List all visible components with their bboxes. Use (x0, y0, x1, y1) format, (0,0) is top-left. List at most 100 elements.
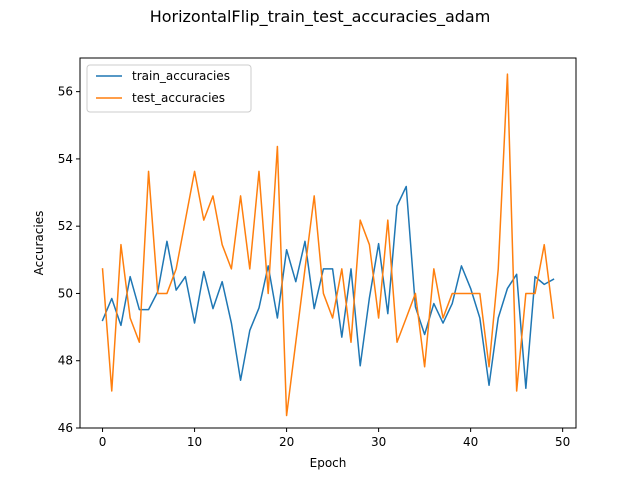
train-accuracies-point (461, 265, 463, 267)
train-accuracies-point (488, 384, 490, 386)
train-accuracies-point (148, 309, 150, 311)
train-accuracies-point (212, 308, 214, 310)
train-accuracies-point (102, 320, 104, 322)
test-accuracies-point (139, 341, 141, 343)
test-accuracies-point (359, 219, 361, 221)
train-accuracies-point (378, 243, 380, 245)
test-accuracies-point (185, 219, 187, 221)
y-tick-label: 46 (58, 421, 73, 435)
train-accuracies-point (479, 317, 481, 319)
test-accuracies-point (221, 244, 223, 246)
test-accuracies-point (111, 390, 113, 392)
x-axis-label: Epoch (310, 456, 347, 470)
test-accuracies-point (267, 293, 269, 295)
y-axis-label: Accuracies (32, 211, 46, 276)
train-accuracies-point (185, 276, 187, 278)
test-accuracies-point (212, 195, 214, 197)
train-accuracies-point (341, 336, 343, 338)
test-accuracies-point (332, 317, 334, 319)
x-tick-label: 0 (99, 435, 107, 449)
x-axis-ticks: 0 10 20 30 40 50 (99, 428, 570, 449)
test-accuracies-point (516, 390, 518, 392)
test-accuracies-point (313, 195, 315, 197)
test-accuracies-point (194, 171, 196, 173)
train-accuracies-point (175, 289, 177, 291)
test-accuracies-point (203, 219, 205, 221)
train-accuracies-point (203, 271, 205, 273)
test-accuracies-point (525, 293, 527, 295)
train-accuracies-point (415, 306, 417, 308)
test-accuracies-point (240, 195, 242, 197)
train-accuracies-point (543, 284, 545, 286)
train-accuracies-point (470, 288, 472, 290)
x-tick-label: 10 (187, 435, 202, 449)
test-accuracies-point (258, 171, 260, 173)
plot-area: 0 10 20 30 40 50 46 48 50 52 54 56 (58, 57, 577, 449)
train-accuracies-point (221, 281, 223, 283)
train-accuracies-point (323, 268, 325, 270)
train-accuracies-line (101, 185, 555, 390)
test-accuracies-point (277, 146, 279, 148)
test-accuracies-point (323, 293, 325, 295)
train-accuracies-point (277, 317, 279, 319)
test-accuracies-point (543, 244, 545, 246)
train-accuracies-point (553, 279, 555, 281)
y-tick-label: 54 (58, 152, 73, 166)
test-accuracies-point (405, 317, 407, 319)
test-accuracies-point (415, 293, 417, 295)
test-accuracies-point (350, 341, 352, 343)
train-accuracies-point (258, 307, 260, 309)
y-axis-ticks: 46 48 50 52 54 56 (58, 85, 80, 435)
train-accuracies-point (286, 249, 288, 251)
train-accuracies-point (313, 308, 315, 310)
test-accuracies-point (387, 219, 389, 221)
test-accuracies-point (488, 366, 490, 368)
train-accuracies-point (442, 322, 444, 324)
y-tick-label: 48 (58, 354, 73, 368)
train-accuracies-point (424, 334, 426, 336)
test-accuracies-point (157, 293, 159, 295)
test-accuracies-point (461, 293, 463, 295)
train-accuracies-point (359, 365, 361, 367)
train-accuracies-point (194, 322, 196, 324)
train-accuracies-point (111, 298, 113, 300)
chart-title: HorizontalFlip_train_test_accuracies_ada… (150, 7, 491, 27)
train-accuracies-point (405, 186, 407, 188)
train-accuracies-point (139, 309, 141, 311)
y-tick-label: 52 (58, 219, 73, 233)
x-tick-label: 30 (371, 435, 386, 449)
legend-label-train-accuracies: train_accuracies (132, 69, 230, 83)
train-accuracies-point (369, 297, 371, 299)
train-accuracies-point (516, 273, 518, 275)
test-accuracies-point (451, 293, 453, 295)
y-tick-label: 56 (58, 85, 73, 99)
test-accuracies-point (553, 317, 555, 319)
test-accuracies-point (175, 268, 177, 270)
test-accuracies-point (497, 268, 499, 270)
test-accuracies-point (295, 341, 297, 343)
test-accuracies-point (442, 317, 444, 319)
test-accuracies-point (396, 341, 398, 343)
train-accuracies-point (433, 303, 435, 305)
test-accuracies-point (129, 317, 131, 319)
test-accuracies-point (341, 268, 343, 270)
legend-label-test-accuracies: test_accuracies (132, 91, 225, 105)
test-accuracies-point (369, 244, 371, 246)
train-accuracies-point (387, 313, 389, 315)
test-accuracies-point (249, 268, 251, 270)
test-accuracies-point (166, 293, 168, 295)
train-accuracies-point (240, 379, 242, 381)
legend: train_accuracies test_accuracies (86, 64, 252, 113)
series-layer (101, 73, 555, 417)
test-accuracies-point (102, 268, 104, 270)
train-accuracies-point (231, 322, 233, 324)
test-accuracies-point (120, 244, 122, 246)
train-accuracies-point (304, 241, 306, 243)
train-accuracies-point (396, 205, 398, 207)
axes-frame (79, 57, 577, 429)
train-accuracies-point (249, 330, 251, 332)
train-accuracies-point (267, 265, 269, 267)
x-tick-label: 40 (463, 435, 478, 449)
test-accuracies-point (479, 293, 481, 295)
